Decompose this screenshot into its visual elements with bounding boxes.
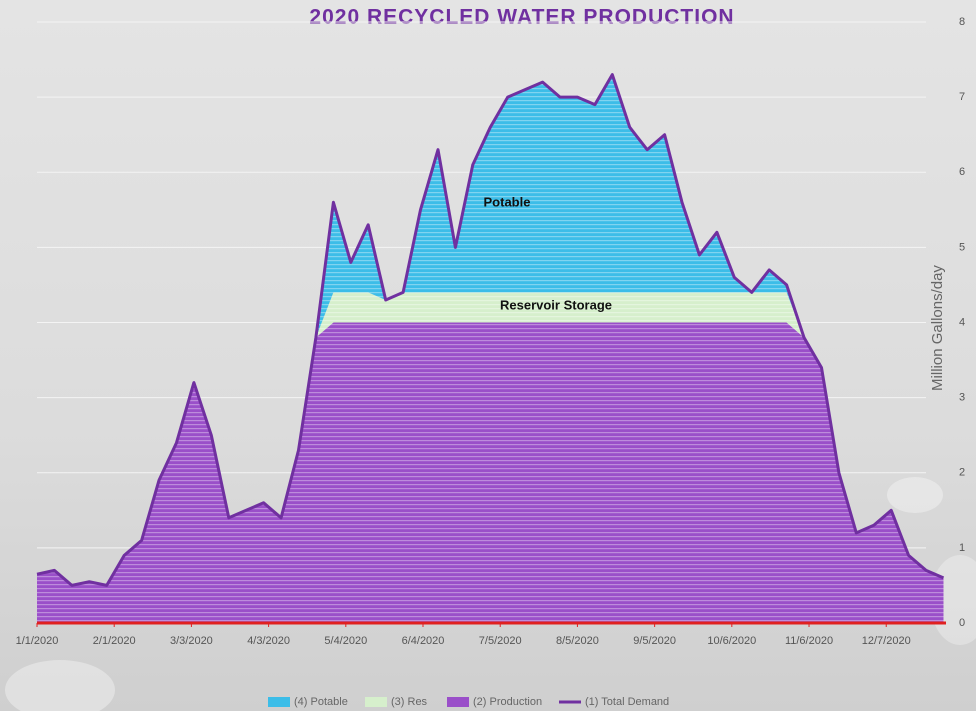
y-tick-label: 7 [959,91,965,103]
x-tick-label: 5/4/2020 [324,635,367,647]
chart: 2020 RECYCLED WATER PRODUCTION Million G… [0,0,976,711]
x-tick-label: 12/7/2020 [862,635,911,647]
legend-swatch [365,697,387,707]
x-tick-label: 4/3/2020 [247,635,290,647]
decor-drop [887,477,943,513]
legend-label: (2) Production [473,696,542,708]
decor-drop [5,660,115,711]
y-tick-label: 0 [959,617,965,629]
x-tick-label: 3/3/2020 [170,635,213,647]
x-tick-label: 9/5/2020 [633,635,676,647]
y-tick-label: 6 [959,166,965,178]
legend-label: (1) Total Demand [585,696,669,708]
x-tick-label: 6/4/2020 [402,635,445,647]
x-tick-label: 11/6/2020 [785,635,833,647]
x-tick-label: 8/5/2020 [556,635,599,647]
y-tick-label: 8 [959,16,965,28]
annotation: Reservoir Storage [500,297,612,312]
legend-swatch [447,697,469,707]
areas [37,75,944,623]
x-tick-label: 10/6/2020 [707,635,756,647]
page: 2020 RECYCLED WATER PRODUCTION Million G… [0,0,976,711]
y-axis-label: Million Gallons/day [929,265,946,391]
chart-title: 2020 RECYCLED WATER PRODUCTION [309,6,734,29]
legend-label: (3) Res [391,696,428,708]
y-tick-label: 1 [959,542,965,554]
legend-label: (4) Potable [294,696,348,708]
annotation: Potable [484,194,531,209]
x-tick-label: 2/1/2020 [93,635,136,647]
area-stripes [37,323,944,624]
x-tick-label: 1/1/2020 [16,635,59,647]
y-tick-label: 5 [959,241,965,253]
x-tick-label: 7/5/2020 [479,635,522,647]
legend: (4) Potable (3) Res (2) Production (1) Tota… [268,696,669,708]
y-tick-label: 2 [959,467,965,479]
legend-swatch [268,697,290,707]
y-tick-label: 3 [959,392,965,404]
y-tick-label: 4 [959,316,965,328]
